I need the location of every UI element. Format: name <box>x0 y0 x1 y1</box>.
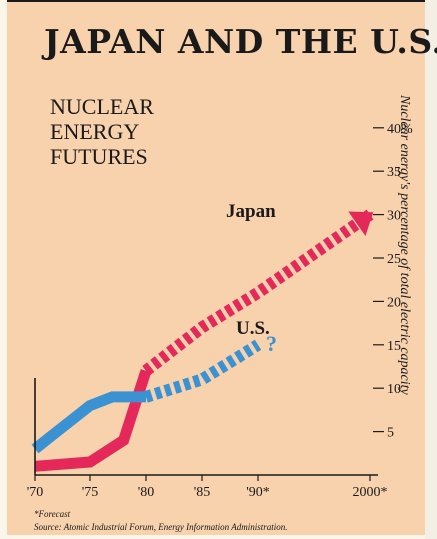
series-japan-forecast-line <box>142 209 374 376</box>
x-tick-label: 2000* <box>353 485 388 500</box>
y-tick-label: 25 <box>387 252 401 267</box>
y-tick-label: 35 <box>387 165 401 180</box>
y-tick-label: 20 <box>387 295 401 310</box>
y-tick-label: 10 <box>387 382 401 397</box>
footnote: *Forecast <box>34 509 71 519</box>
y-tick-label: 40% <box>387 122 413 137</box>
x-tick-label: '80 <box>138 485 155 500</box>
source-note: Source: Atomic Industrial Forum, Energy … <box>34 522 288 532</box>
chart-subtitle: NUCLEAR ENERGY FUTURES <box>50 94 154 169</box>
series-us-label: U.S. <box>236 318 270 339</box>
y-tick-label: 15 <box>387 339 401 354</box>
series-japan-label: Japan <box>226 201 276 222</box>
series-japan-arrowhead <box>348 211 374 237</box>
x-tick-label: '85 <box>194 485 211 500</box>
series-us-forecast-line <box>144 339 262 403</box>
chart-title: JAPAN AND THE U.S. <box>44 22 437 61</box>
x-tick-label: '75 <box>82 485 99 500</box>
x-tick-label: '70 <box>27 485 44 500</box>
page-edge <box>425 0 437 539</box>
series-japan-actual-line <box>34 369 152 472</box>
chart-panel <box>7 0 427 535</box>
y-tick-label: 5 <box>387 426 394 441</box>
y-tick-label: 30 <box>387 209 401 224</box>
series-us-end-label: ? <box>266 331 277 356</box>
x-tick-label: '90* <box>246 485 270 500</box>
axis-layer: '70 '75 '80 '85 '90* 2000* 5 10 15 20 25 30 35 40% <box>27 122 413 500</box>
series-layer: Japan?U.S. <box>31 201 374 472</box>
series-us-actual-line <box>31 391 146 454</box>
